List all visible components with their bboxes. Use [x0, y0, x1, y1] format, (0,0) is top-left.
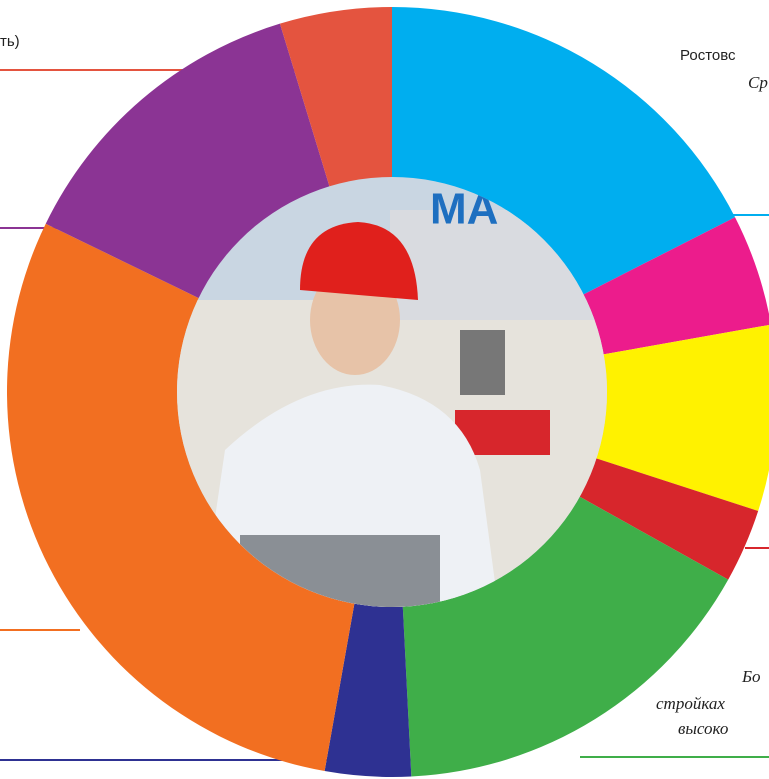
annotation: Бо [741, 667, 761, 686]
annotation: Ростовс [680, 47, 736, 64]
page: {"chart_data": {"type": "pie", "values":… [0, 0, 769, 779]
annotation: ть) [0, 33, 20, 50]
annotation: высоко [678, 719, 728, 738]
chart: MA ть) Ростовс Ср Бо стройках высоко [0, 0, 769, 779]
annotation: стройках [656, 694, 725, 713]
annotation: Ср [748, 73, 768, 92]
